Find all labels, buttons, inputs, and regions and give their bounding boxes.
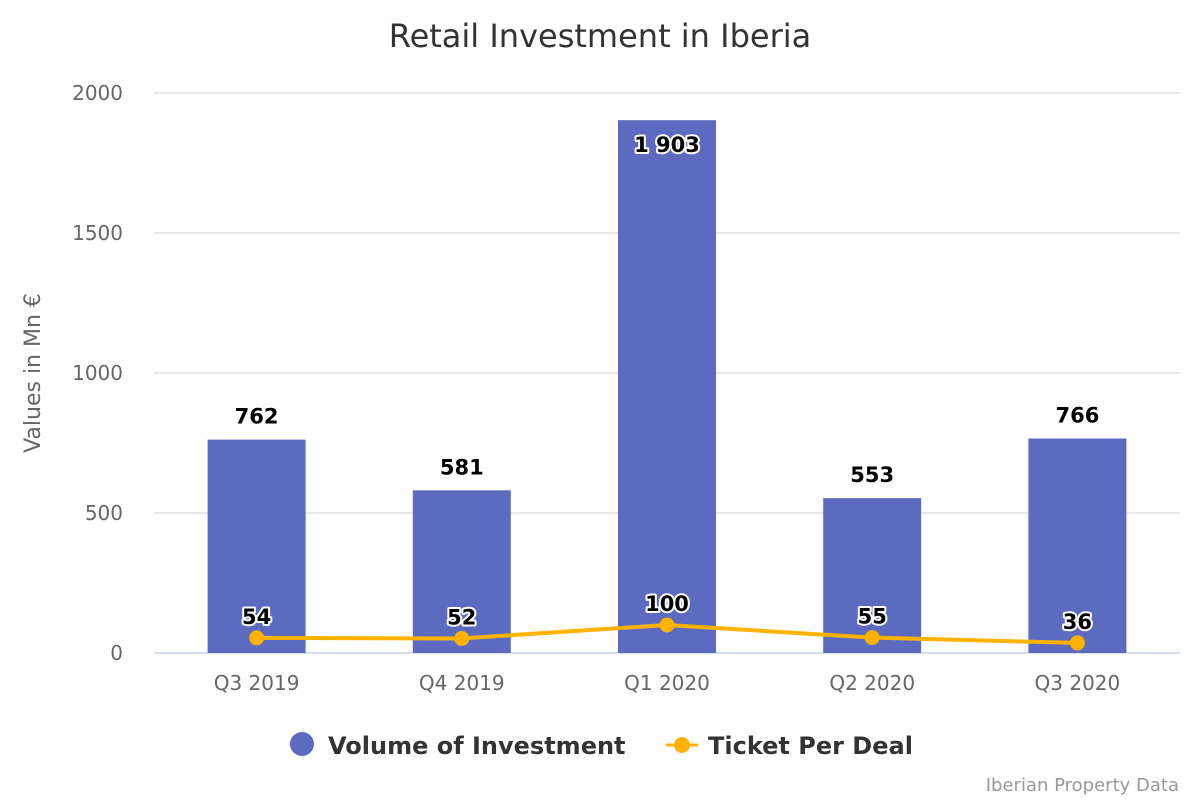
x-tick-label: Q3 2019 <box>214 671 300 695</box>
bar[interactable] <box>412 490 511 653</box>
legend-label-volume: Volume of Investment <box>328 732 626 760</box>
bar-data-label: 1 903 <box>634 133 700 157</box>
x-axis-ticks: Q3 2019 Q4 2019 Q1 2020 Q2 2020 Q3 2020 <box>214 671 1121 695</box>
ticket-line <box>249 617 1085 651</box>
bar-data-label: 762 <box>235 405 279 429</box>
line-data-label: 55 <box>858 605 887 629</box>
data-labels: 762 581 1 903 553 766 54 52 100 55 36 <box>235 131 1100 636</box>
legend: Volume of Investment Ticket Per Deal <box>290 732 913 760</box>
y-axis-ticks: 0 500 1000 1500 2000 <box>72 81 123 665</box>
line-point[interactable] <box>659 617 675 633</box>
x-tick-label: Q1 2020 <box>624 671 710 695</box>
bars <box>207 120 1127 653</box>
legend-marker-volume <box>290 732 314 756</box>
line-data-label: 100 <box>645 592 689 616</box>
legend-item-volume[interactable]: Volume of Investment <box>290 732 626 760</box>
y-axis-label: Values in Mn € <box>21 293 46 453</box>
line-data-label: 54 <box>242 605 271 629</box>
bar[interactable] <box>207 439 306 653</box>
legend-item-ticket[interactable]: Ticket Per Deal <box>666 732 913 760</box>
legend-label-ticket: Ticket Per Deal <box>708 732 913 760</box>
bar-data-label: 581 <box>440 455 484 479</box>
line-point[interactable] <box>249 630 265 646</box>
y-tick-label: 1500 <box>72 221 123 245</box>
line-data-label: 36 <box>1063 610 1092 634</box>
y-tick-label: 2000 <box>72 81 123 105</box>
x-tick-label: Q4 2019 <box>419 671 505 695</box>
bar[interactable] <box>823 498 922 653</box>
bar-data-label: 766 <box>1055 404 1099 428</box>
x-tick-label: Q3 2020 <box>1035 671 1121 695</box>
line-point[interactable] <box>1069 635 1085 651</box>
bar[interactable] <box>618 120 716 653</box>
y-tick-label: 1000 <box>72 361 123 385</box>
line-data-label: 52 <box>447 605 476 629</box>
bar[interactable] <box>1028 438 1127 653</box>
y-tick-label: 500 <box>85 501 123 525</box>
legend-marker-ticket <box>674 737 690 753</box>
line-point[interactable] <box>864 630 880 646</box>
chart-title: Retail Investment in Iberia <box>389 17 811 55</box>
bar-data-label: 553 <box>850 463 894 487</box>
line-point[interactable] <box>454 630 470 646</box>
x-tick-label: Q2 2020 <box>829 671 915 695</box>
y-tick-label: 0 <box>110 641 123 665</box>
chart-credit[interactable]: Iberian Property Data <box>986 775 1179 796</box>
